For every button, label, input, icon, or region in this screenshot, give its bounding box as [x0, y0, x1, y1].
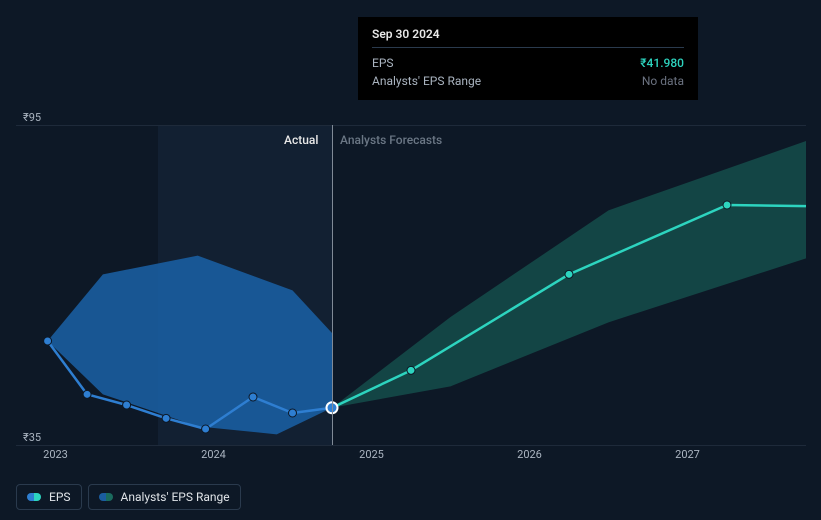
tooltip-key: EPS: [372, 56, 394, 70]
gridline: [16, 125, 806, 126]
x-axis-label: 2024: [201, 448, 226, 461]
legend-swatch-icon: [99, 493, 113, 501]
data-point-marker: [565, 270, 573, 278]
legend-item-range[interactable]: Analysts' EPS Range: [88, 484, 241, 510]
legend-item-eps[interactable]: EPS: [16, 484, 82, 510]
forecast-zone-label: Analysts Forecasts: [340, 133, 442, 147]
legend-swatch-icon: [27, 493, 41, 501]
hover-tooltip: Sep 30 2024 EPS ₹41.980 Analysts' EPS Ra…: [358, 17, 698, 100]
x-axis-label: 2027: [675, 448, 700, 461]
x-axis-label: 2025: [359, 448, 384, 461]
data-point-marker: [44, 337, 52, 345]
data-point-marker: [249, 393, 257, 401]
tooltip-row-eps: EPS ₹41.980: [372, 54, 684, 72]
y-axis-label: ₹35: [23, 431, 41, 444]
x-axis: 2023 2024 2025 2026 2027: [16, 448, 806, 468]
data-point-marker: [202, 425, 210, 433]
actual-range-area: [48, 256, 332, 435]
tooltip-key: Analysts' EPS Range: [372, 74, 481, 88]
data-point-marker: [123, 401, 131, 409]
tooltip-date: Sep 30 2024: [372, 27, 684, 48]
chart-svg: [16, 125, 806, 445]
legend-label: EPS: [49, 490, 71, 504]
data-point-marker: [162, 414, 170, 422]
tooltip-value: ₹41.980: [640, 56, 684, 70]
data-point-marker: [289, 409, 297, 417]
data-point-marker: [83, 390, 91, 398]
data-point-marker: [723, 201, 731, 209]
actual-zone-label: Actual: [284, 133, 318, 147]
tooltip-value: No data: [642, 74, 684, 88]
tooltip-row-range: Analysts' EPS Range No data: [372, 72, 684, 90]
hover-indicator-line: [332, 125, 333, 445]
chart-plot-area[interactable]: ₹35₹95ActualAnalysts Forecasts: [16, 125, 806, 445]
data-point-marker: [407, 366, 415, 374]
x-axis-label: 2023: [43, 448, 68, 461]
x-axis-label: 2026: [517, 448, 542, 461]
y-axis-label: ₹95: [23, 111, 41, 124]
legend: EPS Analysts' EPS Range: [16, 484, 241, 510]
legend-label: Analysts' EPS Range: [121, 490, 230, 504]
gridline: [16, 445, 806, 446]
